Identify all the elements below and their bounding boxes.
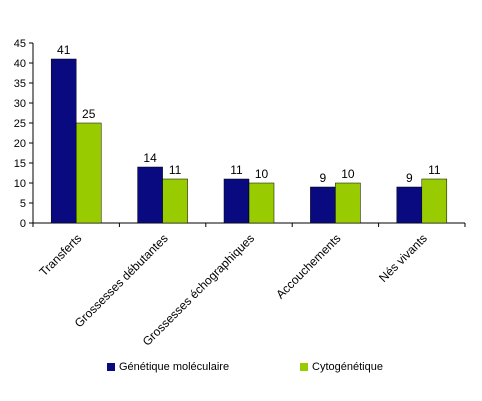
y-tick-label: 45 [14,38,26,50]
legend-swatch-series-2 [300,363,308,371]
bar-1-5 [396,186,423,224]
bar-1-3 [223,178,250,224]
y-tick-label: 20 [14,138,26,150]
data-label-2-2: 11 [169,163,182,177]
legend-item-series-1: Génétique moléculaire [107,361,229,373]
y-tick-label: 35 [14,78,26,90]
bar-1-1 [50,58,77,224]
data-label-1-5: 9 [406,171,413,185]
bar-2-3 [248,182,275,224]
y-tick-label: 30 [14,98,26,110]
x-tick-label: Grossesses débutantes [72,231,171,330]
y-tick-label: 15 [14,158,26,170]
x-tick-label: Nés vivants [376,231,430,285]
bar-2-5 [421,178,448,224]
bar-2-1 [75,122,102,224]
data-label-1-3: 11 [230,163,243,177]
legend: Génétique moléculaire Cytogénétique [0,359,482,379]
x-tick-label: Accouchements [273,231,343,301]
bar-1-2 [137,166,163,224]
data-label-1-2: 14 [143,151,157,165]
legend-label-series-2: Cytogénétique [312,361,383,373]
bar-chart: 0 5 10 15 20 25 30 35 40 45 41 25 Transferts 14 11 Gros… [14,38,466,349]
data-label-2-4: 10 [341,167,355,181]
data-label-2-5: 11 [428,163,441,177]
data-label-2-3: 10 [255,167,269,181]
y-tick-label: 25 [14,118,26,130]
y-tick-label: 10 [14,178,26,190]
bar-2-4 [335,182,361,224]
y-tick-label: 5 [20,198,26,210]
bar-1-4 [310,186,336,224]
y-tick-label: 0 [20,218,26,230]
data-label-1-4: 9 [320,171,327,185]
legend-swatch-series-1 [107,363,115,371]
legend-item-series-2: Cytogénétique [300,361,383,373]
data-label-2-1: 25 [82,107,96,121]
x-tick-label: Transferts [37,231,85,279]
data-label-1-1: 41 [57,43,71,57]
legend-label-series-1: Génétique moléculaire [119,361,230,373]
y-tick-label: 40 [14,58,26,70]
bar-2-2 [162,178,188,224]
